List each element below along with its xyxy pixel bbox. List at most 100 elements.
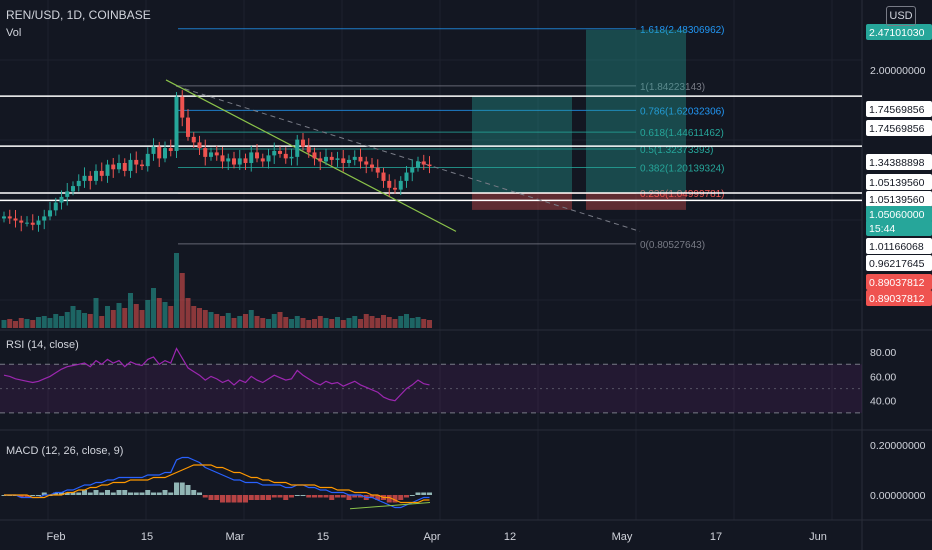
macd-histogram-bar (64, 492, 70, 495)
volume-bar (260, 318, 266, 328)
candle-body (186, 117, 190, 137)
macd-histogram-bar (105, 490, 110, 495)
fib-level-label: 0.236(1.04999781) (640, 189, 725, 200)
date-axis-tick: 12 (504, 531, 516, 543)
volume-bar (248, 310, 254, 328)
price-label-box (866, 24, 932, 40)
candle-body (180, 96, 185, 118)
volume-bar (346, 318, 352, 328)
candle-body (209, 152, 213, 157)
candle-body (318, 158, 323, 162)
candle-body (278, 150, 282, 154)
position-profit-zone (472, 96, 572, 193)
macd-histogram-bar (99, 492, 105, 495)
date-axis-tick: Jun (809, 531, 827, 543)
rsi-axis-tick: 40.00 (870, 396, 896, 408)
fib-level-label: 0.786(1.62032306) (640, 106, 725, 117)
volume-bar (122, 308, 128, 328)
macd-histogram-bar (179, 482, 185, 495)
volume-bar (128, 293, 133, 328)
macd-histogram-bar (243, 495, 248, 503)
volume-bar (398, 316, 404, 328)
date-axis-tick: 15 (317, 531, 329, 543)
candle-body (249, 152, 254, 163)
candle-body (260, 158, 265, 162)
volume-bar (156, 298, 162, 328)
position-loss-zone (586, 192, 686, 210)
macd-histogram-bar (76, 492, 82, 495)
currency-button[interactable]: USD (886, 6, 916, 26)
macd-histogram-bar (220, 495, 225, 503)
macd-histogram-bar (110, 492, 116, 495)
volume-bar (41, 316, 47, 328)
candle-body (140, 164, 144, 167)
candle-body (105, 164, 110, 176)
macd-histogram-bar (340, 495, 346, 498)
volume-bar (369, 316, 375, 328)
candle-body (117, 162, 121, 170)
candle-body (329, 156, 334, 160)
candle-body (404, 172, 409, 181)
candle-body (255, 152, 259, 159)
fib-level-label: 0.5(1.32373393) (640, 145, 713, 156)
macd-histogram-bar (358, 495, 363, 498)
macd-histogram-bar (369, 495, 375, 498)
price-label: 1.05139560 (869, 194, 925, 206)
candle-body (283, 153, 288, 159)
volume-bar (139, 310, 145, 328)
volume-label: Vol (6, 27, 21, 39)
volume-bar (237, 316, 243, 328)
fib-level-label: 0.382(1.20139324) (640, 163, 725, 174)
macd-histogram-bar (185, 485, 191, 495)
volume-bar (82, 313, 87, 328)
macd-histogram-bar (191, 490, 197, 495)
volume-bar (13, 321, 18, 328)
macd-histogram-bar (53, 492, 59, 495)
candle-body (306, 146, 311, 153)
date-axis-tick: May (612, 531, 633, 543)
macd-histogram-bar (162, 490, 168, 495)
volume-bar (421, 319, 427, 328)
candle-body (410, 167, 415, 173)
macd-histogram-bar (335, 495, 340, 498)
candle-body (352, 156, 357, 160)
macd-histogram-bar (122, 490, 128, 495)
macd-histogram-bar (237, 495, 243, 503)
macd-histogram-bar (197, 492, 202, 495)
macd-histogram-bar (128, 492, 133, 495)
macd-histogram-bar (82, 490, 87, 495)
volume-bar (70, 306, 76, 328)
candle-body (416, 161, 420, 168)
price-label: 1.74569856 (869, 123, 925, 135)
volume-bar (340, 320, 346, 328)
macd-histogram-bar (283, 495, 289, 500)
signal-line (4, 464, 430, 504)
macd-histogram-bar (202, 495, 208, 498)
macd-histogram-bar (271, 495, 277, 498)
candle-body (197, 142, 202, 149)
volume-bar (392, 319, 398, 328)
macd-histogram-bar (277, 495, 283, 498)
candle-body (421, 161, 426, 165)
candle-body (128, 159, 133, 171)
volume-bar (191, 306, 197, 328)
price-label-box (866, 191, 932, 207)
volume-bar (243, 314, 248, 328)
candle-body (237, 158, 242, 165)
volume-bar (64, 312, 70, 328)
candle-body (134, 159, 139, 165)
macd-histogram-bar (323, 495, 329, 498)
macd-histogram-bar (59, 492, 64, 495)
macd-histogram-bar (156, 492, 162, 495)
volume-bar (381, 315, 386, 328)
price-label: 1.34388898 (869, 157, 925, 169)
macd-histogram-bar (145, 490, 151, 495)
price-label: 0.89037812 (869, 293, 925, 305)
price-label-box (866, 255, 932, 271)
candle-body (324, 156, 328, 162)
candle-body (99, 170, 104, 176)
position-profit-zone (586, 29, 686, 193)
candle-body (88, 175, 93, 181)
